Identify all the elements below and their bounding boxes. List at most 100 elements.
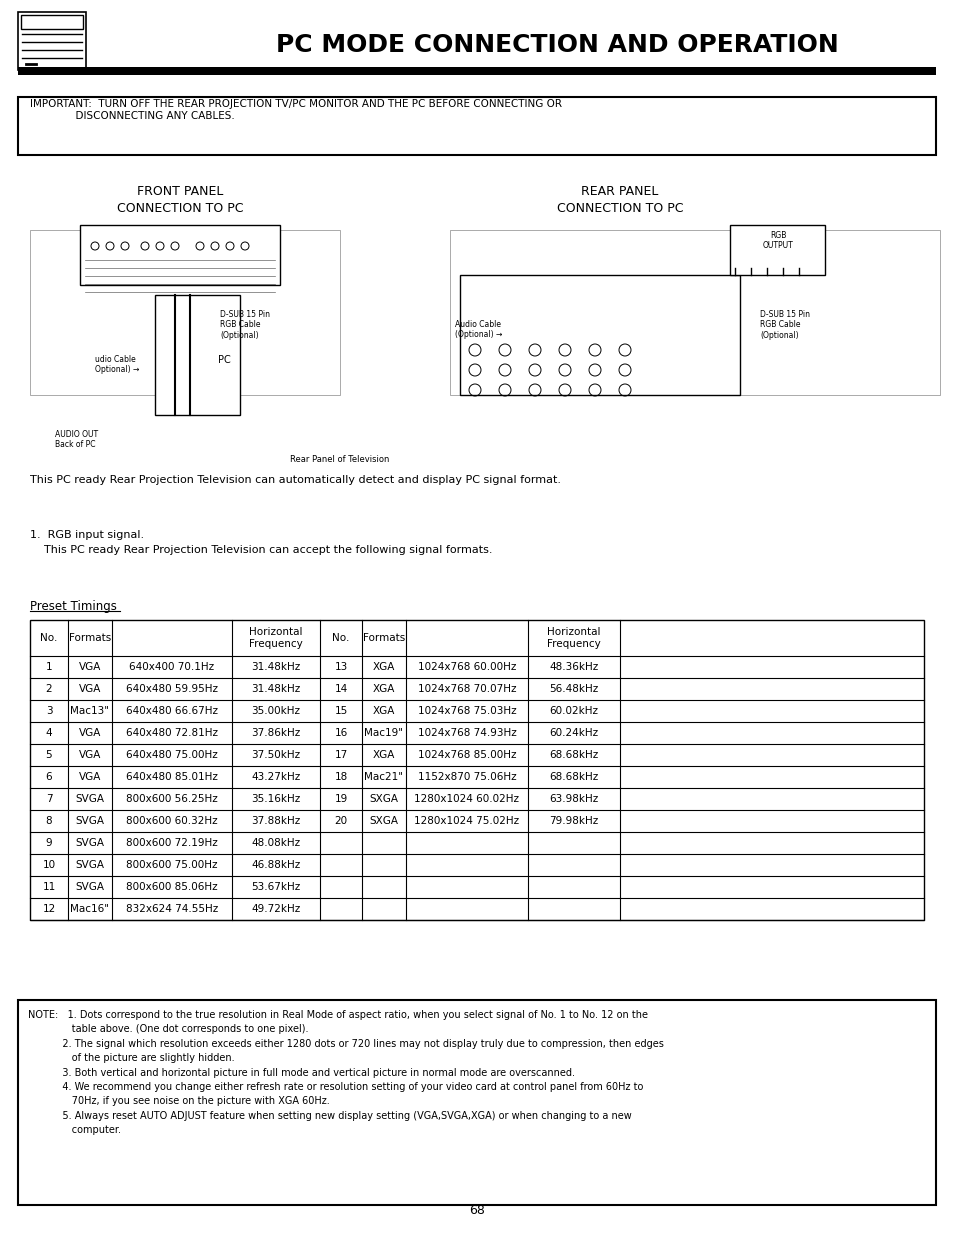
Text: 640x480 85.01Hz: 640x480 85.01Hz <box>126 772 217 782</box>
FancyBboxPatch shape <box>18 98 935 156</box>
Text: 1024x768 60.00Hz: 1024x768 60.00Hz <box>417 662 516 672</box>
Text: Mac19": Mac19" <box>364 727 403 739</box>
Text: XGA: XGA <box>373 706 395 716</box>
Text: D-SUB 15 Pin
RGB Cable
(Optional): D-SUB 15 Pin RGB Cable (Optional) <box>220 310 270 340</box>
Text: SXGA: SXGA <box>369 816 398 826</box>
Text: 5: 5 <box>46 750 52 760</box>
Text: No.: No. <box>332 634 350 643</box>
Text: Horizontal
Frequency: Horizontal Frequency <box>249 627 302 650</box>
Text: Preset Timings: Preset Timings <box>30 600 117 613</box>
Text: 1280x1024 75.02Hz: 1280x1024 75.02Hz <box>414 816 519 826</box>
Text: 17: 17 <box>334 750 347 760</box>
Text: 640x480 66.67Hz: 640x480 66.67Hz <box>126 706 218 716</box>
Text: 14: 14 <box>334 684 347 694</box>
Text: 1: 1 <box>46 662 52 672</box>
Text: Back of PC: Back of PC <box>55 440 95 450</box>
Text: 53.67kHz: 53.67kHz <box>251 882 300 892</box>
Text: 640x480 59.95Hz: 640x480 59.95Hz <box>126 684 218 694</box>
Text: Horizontal
Frequency: Horizontal Frequency <box>547 627 600 650</box>
Text: 68: 68 <box>469 1203 484 1216</box>
Text: 8: 8 <box>46 816 52 826</box>
Text: 37.88kHz: 37.88kHz <box>251 816 300 826</box>
Text: 12: 12 <box>42 904 55 914</box>
Text: VGA: VGA <box>79 750 101 760</box>
Text: RGB
OUTPUT: RGB OUTPUT <box>761 231 793 249</box>
Text: VGA: VGA <box>79 727 101 739</box>
Text: 16: 16 <box>334 727 347 739</box>
Bar <box>729 225 824 275</box>
Text: SVGA: SVGA <box>75 839 105 848</box>
Text: 35.16kHz: 35.16kHz <box>251 794 300 804</box>
Text: XGA: XGA <box>373 662 395 672</box>
Text: Mac16": Mac16" <box>71 904 110 914</box>
Text: 48.08kHz: 48.08kHz <box>252 839 300 848</box>
Text: 60.02kHz: 60.02kHz <box>549 706 598 716</box>
Text: 9: 9 <box>46 839 52 848</box>
Text: 1024x768 85.00Hz: 1024x768 85.00Hz <box>417 750 516 760</box>
Text: Audio Cable
(Optional) →: Audio Cable (Optional) → <box>455 320 502 340</box>
Text: 2: 2 <box>46 684 52 694</box>
Text: 56.48kHz: 56.48kHz <box>549 684 598 694</box>
Text: SVGA: SVGA <box>75 860 105 869</box>
Text: 3: 3 <box>46 706 52 716</box>
Text: 68.68kHz: 68.68kHz <box>549 772 598 782</box>
Text: NOTE:   1. Dots correspond to the true resolution in Real Mode of aspect ratio, : NOTE: 1. Dots correspond to the true res… <box>28 1010 663 1135</box>
Text: 19: 19 <box>334 794 347 804</box>
Text: 46.88kHz: 46.88kHz <box>251 860 300 869</box>
Text: D-SUB 15 Pin
RGB Cable
(Optional): D-SUB 15 Pin RGB Cable (Optional) <box>760 310 809 340</box>
Bar <box>30 620 923 920</box>
Text: 6: 6 <box>46 772 52 782</box>
Text: AUDIO OUT: AUDIO OUT <box>55 430 98 438</box>
Bar <box>154 295 240 415</box>
Text: SXGA: SXGA <box>369 794 398 804</box>
Text: 11: 11 <box>42 882 55 892</box>
Text: 1024x768 74.93Hz: 1024x768 74.93Hz <box>417 727 516 739</box>
Text: 10: 10 <box>42 860 55 869</box>
Text: 18: 18 <box>334 772 347 782</box>
Text: XGA: XGA <box>373 750 395 760</box>
Text: Formats: Formats <box>362 634 405 643</box>
Text: Mac21": Mac21" <box>364 772 403 782</box>
Text: 800x600 60.32Hz: 800x600 60.32Hz <box>126 816 217 826</box>
Text: PC: PC <box>218 354 231 366</box>
Text: 4: 4 <box>46 727 52 739</box>
Text: No.: No. <box>40 634 57 643</box>
Text: 43.27kHz: 43.27kHz <box>251 772 300 782</box>
Text: 37.50kHz: 37.50kHz <box>252 750 300 760</box>
FancyBboxPatch shape <box>18 1000 935 1205</box>
Text: 35.00kHz: 35.00kHz <box>252 706 300 716</box>
Text: 7: 7 <box>46 794 52 804</box>
Text: PC MODE CONNECTION AND OPERATION: PC MODE CONNECTION AND OPERATION <box>275 33 838 57</box>
Text: 63.98kHz: 63.98kHz <box>549 794 598 804</box>
Text: 13: 13 <box>334 662 347 672</box>
Bar <box>459 275 740 395</box>
Text: REAR PANEL
CONNECTION TO PC: REAR PANEL CONNECTION TO PC <box>557 185 682 215</box>
Text: 800x600 72.19Hz: 800x600 72.19Hz <box>126 839 217 848</box>
Text: VGA: VGA <box>79 772 101 782</box>
Text: This PC ready Rear Projection Television can automatically detect and display PC: This PC ready Rear Projection Television… <box>30 475 560 485</box>
Text: 31.48kHz: 31.48kHz <box>251 662 300 672</box>
Text: 1024x768 70.07Hz: 1024x768 70.07Hz <box>417 684 516 694</box>
Text: 48.36kHz: 48.36kHz <box>549 662 598 672</box>
Text: XGA: XGA <box>373 684 395 694</box>
Bar <box>21 15 83 28</box>
Text: SVGA: SVGA <box>75 816 105 826</box>
Text: 79.98kHz: 79.98kHz <box>549 816 598 826</box>
Text: VGA: VGA <box>79 662 101 672</box>
Bar <box>18 67 935 75</box>
Text: 31.48kHz: 31.48kHz <box>251 684 300 694</box>
Text: 640x480 75.00Hz: 640x480 75.00Hz <box>126 750 217 760</box>
Text: 1.  RGB input signal.
    This PC ready Rear Projection Television can accept th: 1. RGB input signal. This PC ready Rear … <box>30 530 492 555</box>
Bar <box>18 12 86 70</box>
Text: SVGA: SVGA <box>75 794 105 804</box>
Text: IMPORTANT:  TURN OFF THE REAR PROJECTION TV/PC MONITOR AND THE PC BEFORE CONNECT: IMPORTANT: TURN OFF THE REAR PROJECTION … <box>30 99 561 121</box>
Text: 800x600 85.06Hz: 800x600 85.06Hz <box>126 882 217 892</box>
Text: 800x600 56.25Hz: 800x600 56.25Hz <box>126 794 217 804</box>
Text: 640x400 70.1Hz: 640x400 70.1Hz <box>130 662 214 672</box>
Text: udio Cable
Optional) →: udio Cable Optional) → <box>95 354 139 374</box>
Text: 15: 15 <box>334 706 347 716</box>
Text: 1280x1024 60.02Hz: 1280x1024 60.02Hz <box>414 794 519 804</box>
Text: 800x600 75.00Hz: 800x600 75.00Hz <box>126 860 217 869</box>
Text: SVGA: SVGA <box>75 882 105 892</box>
Bar <box>450 230 939 395</box>
